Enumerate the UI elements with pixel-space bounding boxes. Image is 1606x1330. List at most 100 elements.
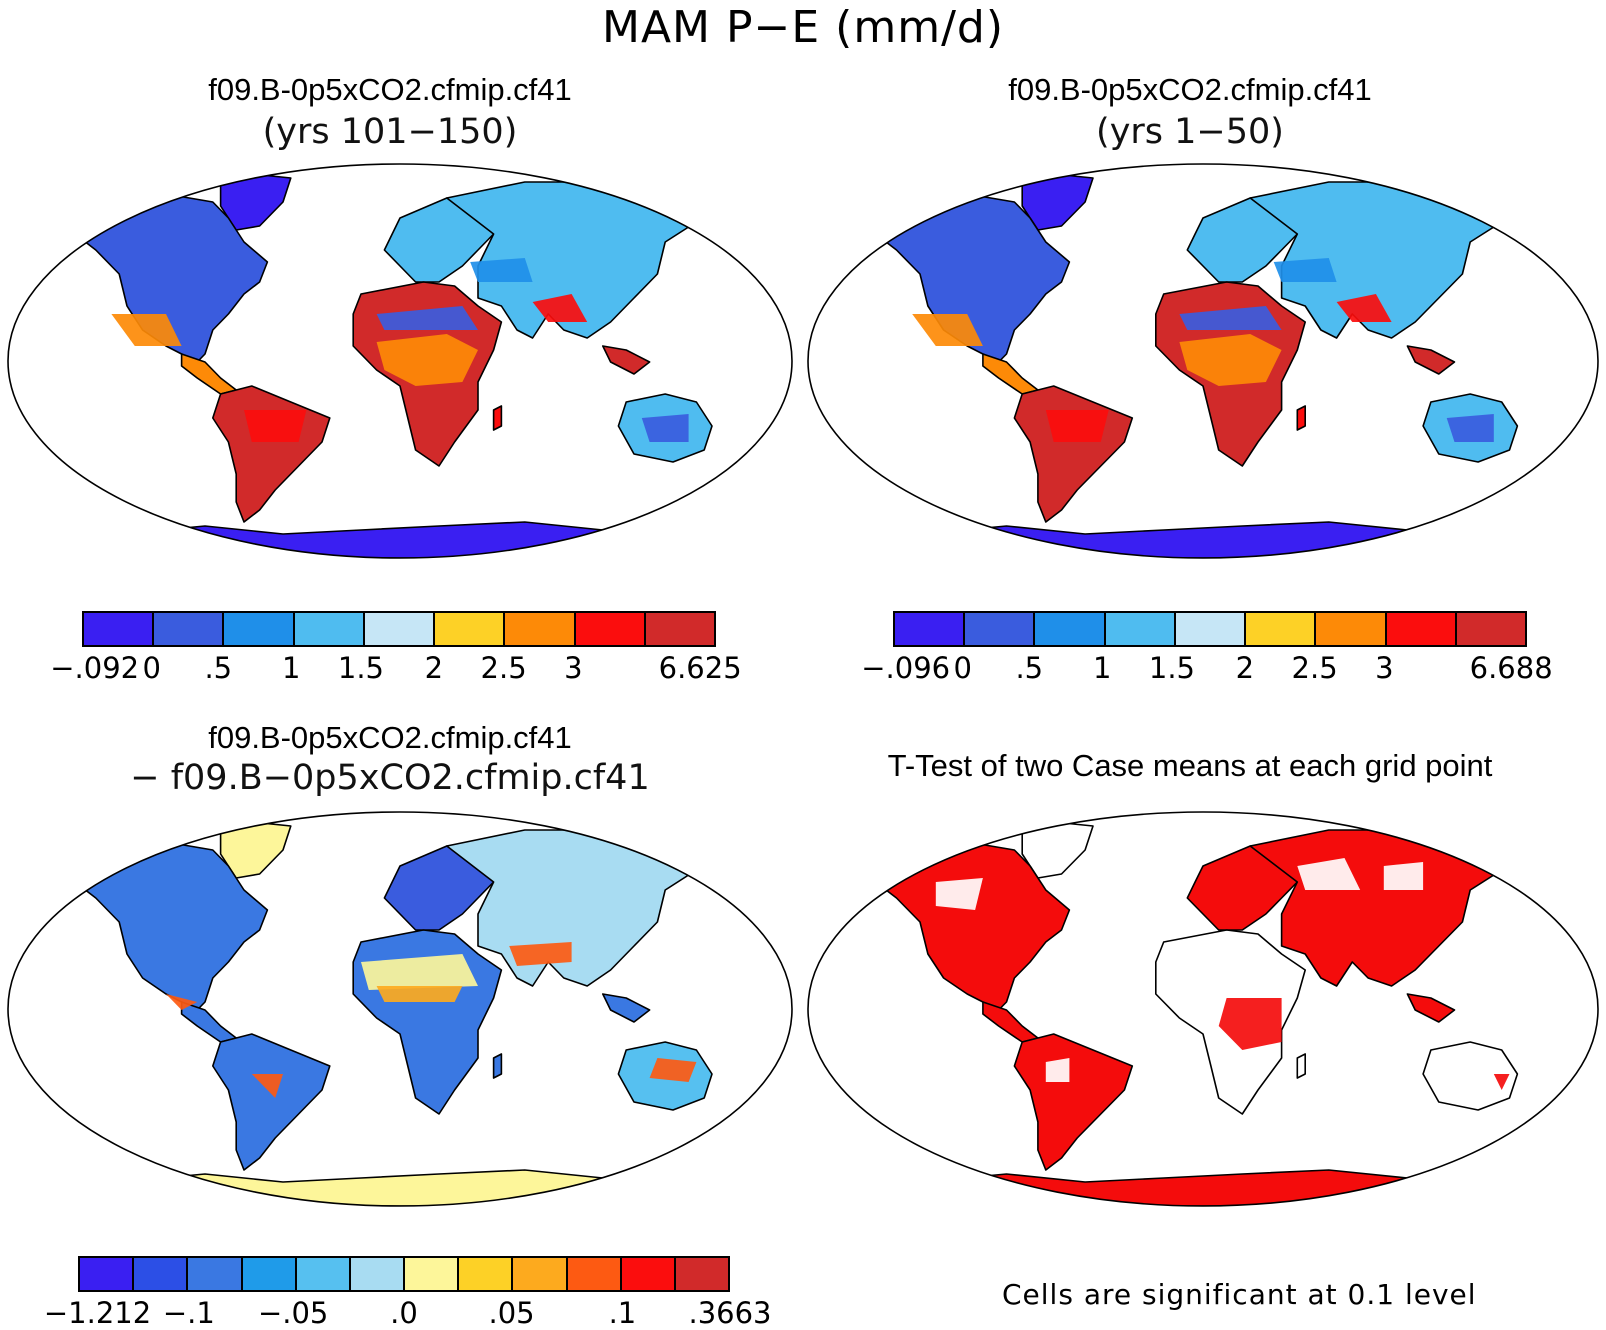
landmass-northAmerica bbox=[864, 193, 1071, 363]
panel1-title: f09.B-0p5xCO2.cfmip.cf41 bbox=[208, 72, 572, 107]
colorbar-tick-label: 2.5 bbox=[480, 651, 527, 685]
colorbar-swatch bbox=[1105, 613, 1176, 645]
map-case2 bbox=[807, 163, 1599, 559]
colorbar-swatch bbox=[134, 1258, 189, 1290]
field-region bbox=[935, 878, 983, 910]
colorbar-tick-label: 2 bbox=[1235, 651, 1255, 685]
landmass-southAmerica bbox=[1013, 1033, 1134, 1171]
colorbar-swatch bbox=[350, 1258, 406, 1290]
colorbar-tick-label: 1.5 bbox=[337, 651, 385, 685]
field-region bbox=[376, 334, 478, 386]
colorbar-tick-label: 6.688 bbox=[1469, 651, 1553, 685]
field-region bbox=[376, 306, 478, 330]
map-ttest bbox=[807, 811, 1599, 1207]
landmass-australia bbox=[1422, 1041, 1519, 1111]
colorbar-swatch bbox=[505, 613, 576, 645]
landmass-indonesia bbox=[1406, 993, 1456, 1023]
landmass-madagascar bbox=[492, 405, 503, 431]
colorbar-tick-label: −.1 bbox=[162, 1296, 215, 1330]
colorbar-swatch bbox=[675, 1258, 729, 1290]
map-boundary bbox=[807, 811, 1599, 1207]
field-region bbox=[244, 410, 307, 442]
panel2-subtitle: (yrs 1−50) bbox=[1096, 112, 1284, 152]
colorbar-swatch bbox=[513, 1258, 568, 1290]
colorbar-tick-label: −.05 bbox=[257, 1296, 329, 1330]
landmass-indonesia bbox=[1406, 345, 1456, 375]
panel2-title: f09.B-0p5xCO2.cfmip.cf41 bbox=[1008, 72, 1372, 107]
colorbar-swatch bbox=[242, 1258, 297, 1290]
colorbar-tick-label: 0 bbox=[953, 651, 972, 685]
colorbar-tick-label: .1 bbox=[608, 1296, 637, 1330]
colorbar-swatch bbox=[364, 613, 436, 645]
colorbar-swatch bbox=[965, 613, 1036, 645]
colorbar-swatch bbox=[84, 613, 155, 645]
colorbar-tick-label: −1.212 bbox=[43, 1296, 152, 1330]
field-region bbox=[509, 942, 572, 966]
colorbar-swatch bbox=[154, 613, 225, 645]
colorbar-swatch bbox=[80, 1258, 135, 1290]
colorbar-swatch bbox=[895, 613, 966, 645]
field-region bbox=[1218, 998, 1282, 1050]
colorbar-tick-label: .05 bbox=[488, 1296, 535, 1330]
colorbar-swatch bbox=[645, 613, 714, 645]
landmass-indonesia bbox=[602, 345, 651, 375]
landmass-madagascar bbox=[492, 1053, 503, 1079]
field-region bbox=[649, 1058, 697, 1082]
colorbar-tick-label: 1.5 bbox=[1148, 651, 1196, 685]
colorbar-tick-label: 3 bbox=[1375, 651, 1394, 685]
colorbar-tick-label: 3 bbox=[564, 651, 583, 685]
colorbar-swatch bbox=[1316, 613, 1387, 645]
field-region bbox=[912, 314, 983, 346]
colorbar-tick-label: .0 bbox=[390, 1296, 418, 1330]
colorbar-swatch bbox=[1386, 613, 1457, 645]
map-boundary bbox=[7, 811, 793, 1207]
map-case1 bbox=[7, 163, 793, 559]
field-region bbox=[641, 414, 689, 442]
colorbar-tick-label: .5 bbox=[204, 651, 233, 685]
colorbar-case1 bbox=[82, 611, 716, 647]
colorbar-case2 bbox=[893, 611, 1527, 647]
map-difference bbox=[7, 811, 793, 1207]
colorbar-swatch bbox=[188, 1258, 243, 1290]
field-region bbox=[1446, 414, 1494, 442]
field-region bbox=[1179, 306, 1282, 330]
colorbar-tick-label: 2 bbox=[424, 651, 444, 685]
field-region bbox=[470, 258, 533, 282]
map-boundary bbox=[7, 163, 793, 559]
field-region bbox=[251, 1074, 283, 1098]
panel1-subtitle: (yrs 101−150) bbox=[262, 112, 518, 152]
field-region bbox=[1273, 258, 1337, 282]
colorbar-swatch bbox=[621, 1258, 676, 1290]
field-region bbox=[376, 986, 463, 1002]
panel3-subtitle: − f09.B−0p5xCO2.cfmip.cf41 bbox=[130, 758, 650, 798]
colorbar-tick-label: 2.5 bbox=[1291, 651, 1338, 685]
landmass-southAmerica bbox=[212, 1033, 331, 1171]
colorbar-tick-label: 6.625 bbox=[658, 651, 742, 685]
colorbar-swatch bbox=[459, 1258, 514, 1290]
landmass-northAmerica bbox=[63, 841, 269, 1011]
field-region bbox=[1493, 1074, 1510, 1090]
colorbar-swatch bbox=[575, 613, 646, 645]
colorbar-swatch bbox=[435, 613, 506, 645]
colorbar-tick-label: .5 bbox=[1015, 651, 1044, 685]
colorbar-swatch bbox=[296, 1258, 351, 1290]
landmass-madagascar bbox=[1296, 1053, 1306, 1079]
colorbar-swatch bbox=[1175, 613, 1247, 645]
colorbar-tick-label: .3663 bbox=[688, 1296, 772, 1330]
colorbar-swatch bbox=[405, 1258, 460, 1290]
colorbar-swatch bbox=[1035, 613, 1106, 645]
field-region bbox=[166, 994, 198, 1010]
ttest-footnote: Cells are significant at 0.1 level bbox=[1002, 1278, 1477, 1311]
landmass-madagascar bbox=[1296, 405, 1306, 431]
colorbar-tick-label: 1 bbox=[1092, 651, 1112, 685]
field-region bbox=[1297, 858, 1361, 890]
colorbar-swatch bbox=[1246, 613, 1317, 645]
field-region bbox=[1336, 294, 1392, 322]
colorbar-swatch bbox=[224, 613, 295, 645]
figure-title: MAM P−E (mm/d) bbox=[601, 2, 1004, 53]
field-region bbox=[1045, 410, 1109, 442]
field-region bbox=[532, 294, 588, 322]
landmass-northAmerica bbox=[864, 841, 1071, 1011]
colorbar-swatch bbox=[1456, 613, 1525, 645]
landmass-indonesia bbox=[602, 993, 651, 1023]
